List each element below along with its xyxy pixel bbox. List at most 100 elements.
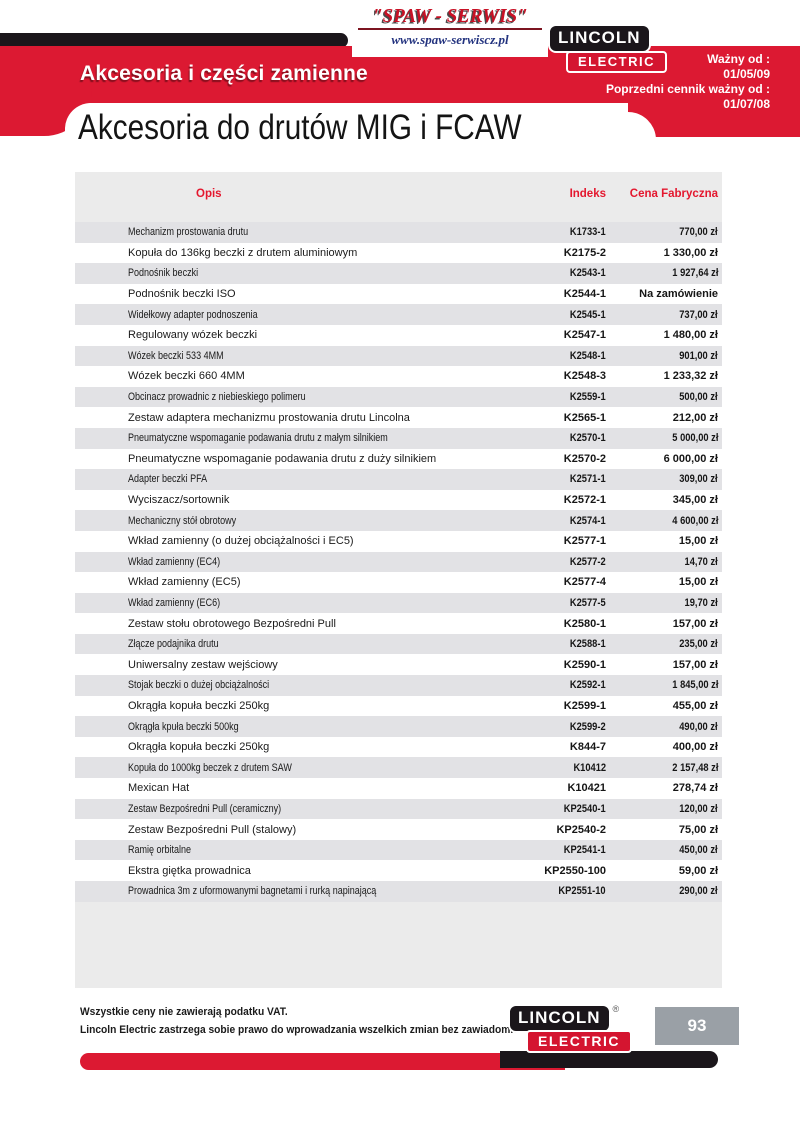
cell-index-text: K2572-1	[563, 494, 606, 507]
cell-price-text: 14,70 zł	[684, 555, 718, 568]
cell-index: K2545-1	[516, 309, 606, 321]
cell-index-text: KP2540-1	[564, 802, 606, 815]
cell-description: Złącze podajnika drutu	[128, 638, 516, 650]
cell-description-text: Regulowany wózek beczki	[128, 329, 258, 342]
header-red-right-block	[628, 80, 800, 137]
cell-index-text: KP2551-10	[558, 885, 606, 898]
cell-description-text: Zestaw stołu obrotowego Bezpośredni Pull	[128, 617, 336, 630]
page-number-badge: 93	[655, 1007, 739, 1045]
cell-price: 1 480,00 zł	[606, 329, 718, 341]
cell-price: Na zamówienie	[606, 288, 718, 300]
cell-price-text: 212,00 zł	[672, 411, 718, 424]
cell-index: K2543-1	[516, 267, 606, 279]
table-row: Wyciszacz/sortownik K2572-1 345,00 zł	[75, 489, 722, 511]
cell-description: Wkład zamienny (o dużej obciążalności i …	[128, 535, 516, 547]
table-row: Pneumatyczne wspomaganie podawania drutu…	[75, 427, 722, 449]
cell-description-text: Adapter beczki PFA	[128, 473, 208, 486]
cell-price: 14,70 zł	[606, 556, 718, 568]
cell-description: Mechanizm prostowania drutu	[128, 226, 516, 238]
cell-description: Pneumatyczne wspomaganie podawania drutu…	[128, 453, 516, 465]
cell-price-text: 59,00 zł	[678, 864, 718, 877]
cell-description: Prowadnica 3m z uformowanymi bagnetami i…	[128, 885, 516, 897]
cell-index: K2592-1	[516, 679, 606, 691]
cell-description-text: Wkład zamienny (o dużej obciążalności i …	[128, 535, 354, 548]
cell-description-text: Okrągła kpuła beczki 500kg	[128, 720, 239, 733]
cell-description: Kopuła do 1000kg beczek z drutem SAW	[128, 762, 516, 774]
supplier-logo-name: "SPAW - SERWIS"	[372, 5, 528, 27]
lincoln-wordmark: LINCOLN	[508, 1004, 611, 1033]
cell-description: Widełkowy adapter podnoszenia	[128, 309, 516, 321]
registered-trademark-icon: ®	[612, 1004, 620, 1014]
electric-wordmark: ELECTRIC	[566, 51, 667, 73]
cell-description-text: Prowadnica 3m z uformowanymi bagnetami i…	[128, 885, 377, 898]
table-row: Uniwersalny zestaw wejściowy K2590-1 157,0…	[75, 654, 722, 676]
cell-description-text: Okrągła kopuła beczki 250kg	[128, 741, 270, 754]
cell-price-text: 278,74 zł	[672, 782, 718, 795]
table-row: Wkład zamienny (o dużej obciążalności i …	[75, 530, 722, 552]
table-row: Wózek beczki 533 4MM K2548-1 901,00 zł	[75, 345, 722, 367]
cell-index-text: K2590-1	[563, 658, 606, 671]
cell-price: 278,74 zł	[606, 782, 718, 794]
cell-index: K2571-1	[516, 473, 606, 485]
cell-price: 75,00 zł	[606, 824, 718, 836]
column-header-cena-fabryczna: Cena Fabryczna	[629, 188, 718, 200]
cell-price: 1 233,32 zł	[606, 370, 718, 382]
cell-index: K2570-2	[516, 453, 606, 465]
cell-index: K2577-4	[516, 576, 606, 588]
table-row: Wózek beczki 660 4MM K2548-3 1 233,32 zł	[75, 366, 722, 387]
cell-description-text: Zestaw Bezpośredni Pull (stalowy)	[128, 823, 297, 836]
cell-description-text: Stojak beczki o dużej obciążalności	[128, 679, 270, 692]
cell-index: K2599-2	[516, 721, 606, 733]
cell-description: Okrągła kopuła beczki 250kg	[128, 700, 516, 712]
cell-index: K2572-1	[516, 494, 606, 506]
cell-index-text: K2565-1	[563, 411, 606, 424]
cell-description-text: Podnośnik beczki	[128, 267, 199, 280]
cell-index-text: K10412	[573, 761, 606, 774]
cell-description: Podnośnik beczki ISO	[128, 288, 516, 300]
cell-description: Uniwersalny zestaw wejściowy	[128, 659, 516, 671]
cell-description: Zestaw adaptera mechanizmu prostowania d…	[128, 412, 516, 424]
cell-price-text: 157,00 zł	[672, 617, 718, 630]
cell-index: K2599-1	[516, 700, 606, 712]
cell-description: Adapter beczki PFA	[128, 473, 516, 485]
cell-price: 737,00 zł	[606, 309, 718, 321]
cell-description-text: Ramię orbitalne	[128, 844, 192, 857]
cell-price: 19,70 zł	[606, 597, 718, 609]
page-title: Akcesoria do drutów MIG i FCAW	[78, 108, 522, 147]
cell-price-text: 120,00 zł	[679, 802, 718, 815]
cell-index-text: K2577-2	[570, 555, 606, 568]
cell-index: K2590-1	[516, 659, 606, 671]
cell-index: K2588-1	[516, 638, 606, 650]
cell-price-text: 1 845,00 zł	[671, 679, 718, 692]
table-row: Ekstra giętka prowadnica KP2550-100 59,00 …	[75, 860, 722, 881]
cell-description-text: Wkład zamienny (EC5)	[128, 576, 241, 589]
cell-index-text: K2545-1	[570, 308, 606, 321]
cell-price-text: 309,00 zł	[679, 473, 718, 486]
table-row: Wkład zamienny (EC4) K2577-2 14,70 zł	[75, 551, 722, 573]
cell-description: Ramię orbitalne	[128, 844, 516, 856]
table-row: Kopuła do 1000kg beczek z drutem SAW K104…	[75, 757, 722, 779]
table-row: Zestaw Bezpośredni Pull (ceramiczny) KP25…	[75, 798, 722, 820]
table-row: Kopuła do 136kg beczki z drutem aluminio…	[75, 242, 722, 264]
cell-description-text: Wkład zamienny (EC4)	[128, 555, 221, 568]
cell-price-text: 19,70 zł	[684, 596, 718, 609]
page-number: 93	[687, 1016, 707, 1035]
electric-wordmark: ELECTRIC	[526, 1030, 632, 1053]
cell-index-text: K2580-1	[563, 617, 606, 630]
lincoln-wordmark: LINCOLN	[548, 24, 651, 53]
table-row: Podnośnik beczki K2543-1 1 927,64 zł	[75, 263, 722, 284]
table-row: Zestaw adaptera mechanizmu prostowania d…	[75, 407, 722, 428]
cell-description-text: Obcinacz prowadnic z niebieskiego polime…	[128, 391, 306, 404]
column-header-opis: Opis	[196, 188, 222, 200]
cell-description-text: Złącze podajnika drutu	[128, 638, 219, 651]
cell-index-text: K2548-3	[563, 370, 606, 383]
cell-price-text: 1 480,00 zł	[663, 329, 718, 342]
cell-index: KP2541-1	[516, 844, 606, 856]
cell-index: K2548-3	[516, 370, 606, 382]
cell-index-text: K2548-1	[570, 349, 606, 362]
cell-price: 1 330,00 zł	[606, 247, 718, 259]
cell-price-text: 455,00 zł	[672, 699, 718, 712]
cell-description-text: Kopuła do 136kg beczki z drutem aluminio…	[128, 246, 358, 259]
table-row: Adapter beczki PFA K2571-1 309,00 zł	[75, 469, 722, 490]
supplier-logo-underline	[358, 28, 542, 30]
